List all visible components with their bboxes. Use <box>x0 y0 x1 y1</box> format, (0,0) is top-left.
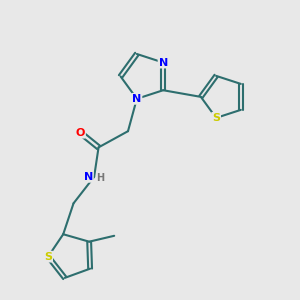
Text: N: N <box>132 94 142 104</box>
Text: N: N <box>84 172 93 182</box>
Text: H: H <box>97 173 105 183</box>
Text: N: N <box>158 58 168 68</box>
Text: S: S <box>44 252 52 262</box>
Text: S: S <box>212 113 220 123</box>
Text: O: O <box>76 128 85 138</box>
